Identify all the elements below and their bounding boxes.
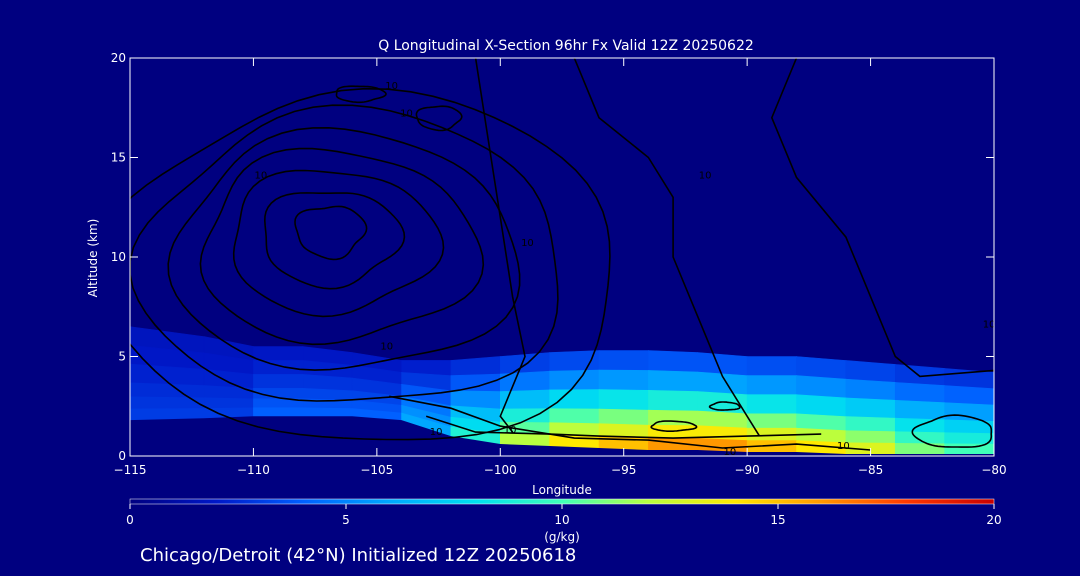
moisture-band-segment — [894, 442, 945, 455]
contour-cell — [911, 414, 993, 448]
terrain-mask — [130, 416, 994, 456]
location-footer: Chicago/Detroit (42°N) Initialized 12Z 2… — [140, 545, 576, 566]
moisture-band-segment — [253, 407, 304, 417]
y-tick-label: 15 — [111, 151, 126, 165]
x-tick-label: −115 — [114, 463, 147, 477]
moisture-band-segment — [130, 408, 205, 421]
x-tick-label: −90 — [734, 463, 759, 477]
contour-value-label: 10 — [699, 170, 712, 181]
contour-value-label: 10 — [430, 427, 443, 438]
contour-line — [770, 58, 994, 378]
y-axis-ticks: 0 5 10 15 20 — [111, 51, 994, 463]
contour-value-label: 10 — [983, 320, 996, 331]
colorbar-tick-label: 10 — [554, 513, 569, 527]
contour-value-label: 10 — [254, 170, 267, 181]
contour-line — [474, 58, 526, 433]
chart-title: Q Longitudinal X-Section 96hr Fx Valid 1… — [378, 38, 754, 54]
contour-value-label: 10 — [837, 441, 850, 452]
contour-ring — [199, 147, 485, 346]
contour-ring — [263, 192, 406, 290]
contour-value-label: 10 — [380, 342, 393, 353]
colorbar — [129, 498, 995, 505]
x-tick-label: −105 — [360, 463, 393, 477]
contour-line — [573, 58, 761, 437]
colorbar-tick-label: 0 — [126, 513, 134, 527]
moisture-band-segment — [944, 443, 994, 455]
contour-line — [425, 415, 822, 439]
contour-labels: 10 10 10 10 10 10 10 10 10 10 10 — [254, 81, 995, 458]
colorbar-unit-label: (g/kg) — [544, 530, 580, 544]
contour-cell — [415, 105, 463, 132]
contour-line — [389, 395, 871, 451]
x-axis-label: Longitude — [532, 483, 592, 497]
y-tick-label: 0 — [118, 449, 126, 463]
colorbar-tick-label: 20 — [986, 513, 1001, 527]
x-tick-label: −85 — [858, 463, 883, 477]
colorbar-ticks: 0 5 10 15 20 — [126, 504, 1002, 527]
y-tick-label: 20 — [111, 51, 126, 65]
x-tick-label: −100 — [484, 463, 517, 477]
contour-ring — [294, 205, 368, 261]
contour-cell — [335, 85, 387, 104]
contour-value-label: 10 — [521, 238, 534, 249]
contour-lines — [130, 58, 994, 451]
contour-ring — [130, 87, 611, 441]
contour-value-label: 10 — [723, 447, 736, 458]
contour-value-label: 10 — [385, 81, 398, 92]
contour-cell — [708, 401, 741, 411]
contour-value-label: 10 — [504, 425, 517, 436]
colorbar-tick-label: 5 — [342, 513, 350, 527]
y-tick-label: 10 — [111, 250, 126, 264]
y-axis-label: Altitude (km) — [86, 219, 100, 298]
y-tick-label: 5 — [118, 350, 126, 364]
contour-cell — [650, 420, 698, 432]
contour-ring — [232, 169, 445, 318]
moisture-band-segment — [697, 438, 748, 453]
x-tick-label: −110 — [237, 463, 270, 477]
colorbar-tick-label: 15 — [770, 513, 785, 527]
contour-ring — [167, 126, 521, 371]
moisture-band-segment — [549, 434, 600, 449]
x-axis-ticks: −115 −110 −105 −100 −95 −90 −85 −80 — [114, 58, 1007, 477]
contour-value-label: 10 — [400, 109, 413, 120]
x-tick-label: −95 — [611, 463, 636, 477]
x-tick-label: −80 — [981, 463, 1006, 477]
moisture-band-segment — [302, 407, 353, 417]
